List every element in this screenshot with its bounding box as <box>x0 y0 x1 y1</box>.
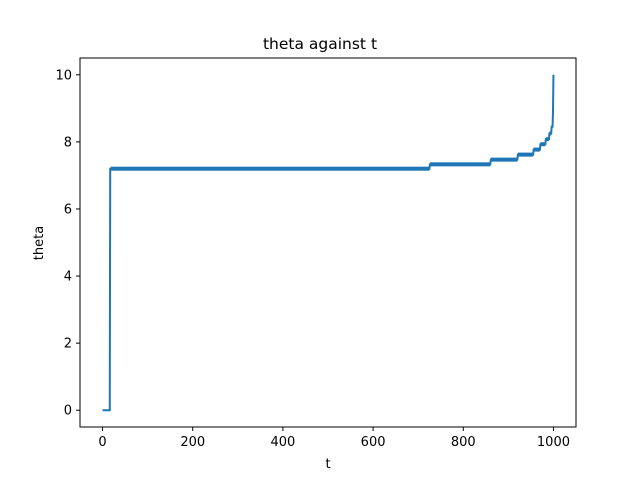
x-tick-label-1: 200 <box>180 435 205 450</box>
x-tick-label-0: 0 <box>98 435 106 450</box>
y-tick-label-5: 10 <box>55 68 72 83</box>
y-tick-label-4: 8 <box>64 135 72 150</box>
y-tick-label-0: 0 <box>64 404 72 419</box>
x-tick-label-5: 1000 <box>537 435 570 450</box>
y-axis-label: theta <box>32 226 47 260</box>
series-line <box>102 74 555 412</box>
x-tick-label-4: 800 <box>451 435 476 450</box>
y-tick-label-2: 4 <box>64 270 72 285</box>
x-tick-label-3: 600 <box>361 435 386 450</box>
chart-title: theta against t <box>263 35 377 53</box>
x-axis-label: t <box>325 457 330 472</box>
y-tick-label-1: 2 <box>64 337 72 352</box>
y-tick-label-3: 6 <box>64 202 72 217</box>
x-tick-label-2: 400 <box>270 435 295 450</box>
plot-area: 0 200 400 600 800 1000 0 2 4 6 8 10 <box>55 57 577 450</box>
axes-frame <box>79 57 577 428</box>
